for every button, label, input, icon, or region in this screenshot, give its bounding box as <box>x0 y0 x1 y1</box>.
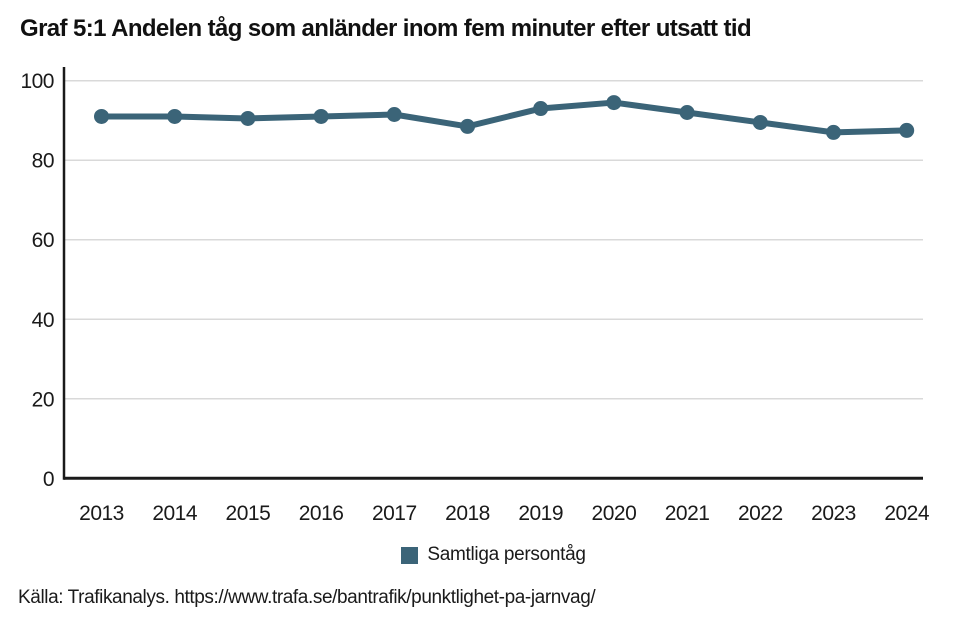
x-tick-label: 2019 <box>518 502 563 525</box>
line-chart: 0 20 40 60 80 100 2013 2014 2015 2016 2017 2018 2019… <box>20 67 930 525</box>
x-tick-label: 2022 <box>738 502 783 525</box>
x-tick-label: 2018 <box>445 502 490 525</box>
x-tick-label: 2023 <box>811 502 856 525</box>
source-text: Källa: Trafikanalys. https://www.trafa.s… <box>18 587 596 608</box>
x-tick-label: 2013 <box>79 502 124 525</box>
x-tick-label: 2021 <box>665 502 710 525</box>
x-tick-label: 2016 <box>299 502 344 525</box>
y-tick-label: 80 <box>32 150 54 173</box>
data-point <box>386 106 402 122</box>
x-tick-label: 2024 <box>884 502 930 525</box>
data-point <box>167 108 183 124</box>
data-point <box>313 108 329 124</box>
y-tick-label: 100 <box>20 70 54 93</box>
data-point <box>94 108 109 124</box>
data-point <box>460 118 475 134</box>
data-line <box>98 99 910 136</box>
data-point <box>533 101 549 117</box>
data-point <box>679 105 695 121</box>
legend-label: Samtliga persontåg <box>427 544 586 565</box>
y-tick-label: 20 <box>32 388 54 411</box>
legend-swatch <box>401 546 419 564</box>
x-tick-label: 2017 <box>372 502 417 525</box>
data-point <box>826 124 841 140</box>
data-point <box>606 95 622 111</box>
chart-title: Graf 5:1 Andelen tåg som anländer inom f… <box>20 15 752 42</box>
data-point <box>240 110 256 126</box>
y-tick-label: 40 <box>32 309 54 332</box>
data-point <box>899 122 915 138</box>
x-tick-label: 2020 <box>592 502 637 525</box>
legend: Samtliga persontåg <box>64 544 923 566</box>
y-tick-label: 0 <box>43 468 54 491</box>
x-tick-label: 2014 <box>152 502 198 525</box>
y-tick-label: 60 <box>32 229 54 252</box>
x-tick-label: 2015 <box>226 502 271 525</box>
data-point <box>752 114 768 130</box>
